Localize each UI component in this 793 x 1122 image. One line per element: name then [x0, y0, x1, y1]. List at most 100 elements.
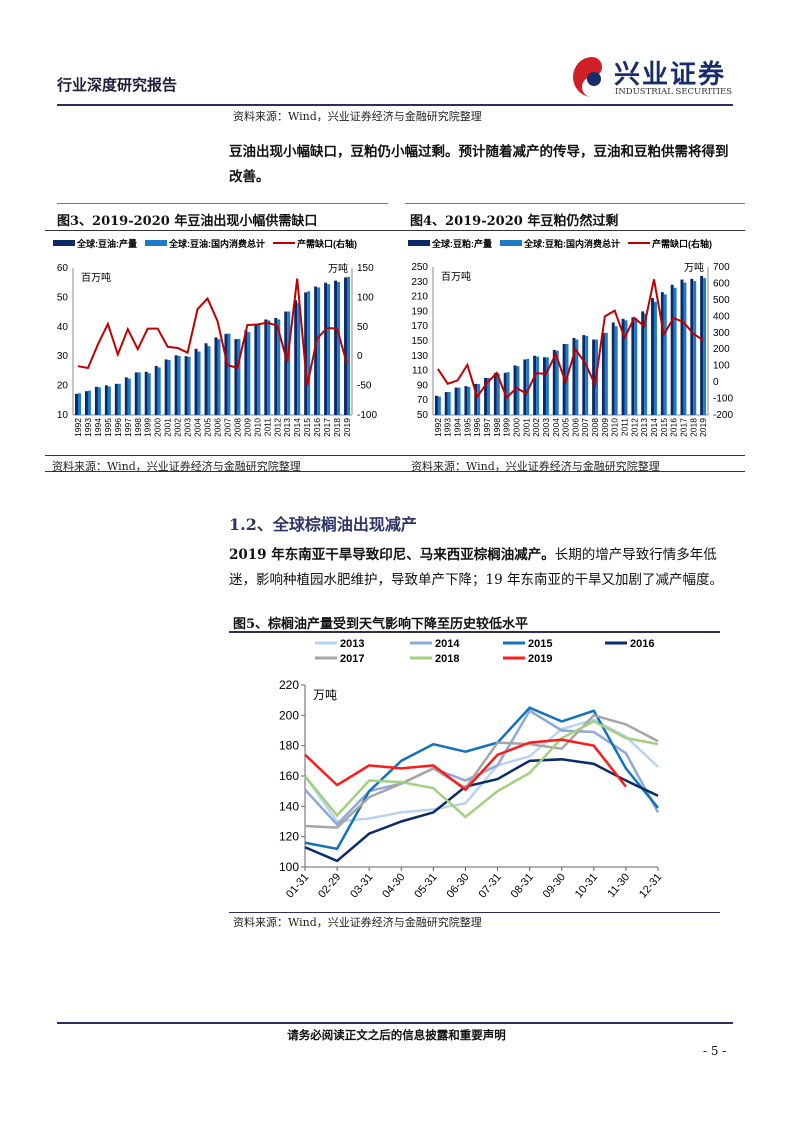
y2-tick-label: 500 [713, 295, 730, 306]
x-tick-label: 1993 [83, 418, 93, 437]
bar [477, 383, 481, 415]
y-tick-label: 70 [417, 395, 429, 406]
x-tick-label: 04-30 [380, 871, 407, 900]
y-tick-label: 130 [411, 351, 428, 362]
x-tick-label: 1996 [113, 418, 123, 437]
bar [337, 282, 341, 415]
paragraph-palm: 2019 年东南亚干旱导致印尼、马来西亚棕榈油减产。长期的增产导致行情多年低迷，… [229, 543, 729, 593]
x-tick-label: 1995 [462, 418, 472, 437]
x-tick-label: 2001 [521, 418, 531, 437]
x-tick-label: 2010 [610, 418, 620, 437]
x-tick-label: 1994 [93, 418, 103, 437]
x-tick-label: 1992 [73, 418, 83, 437]
y-tick-label: 110 [412, 366, 428, 377]
x-tick-label: 2012 [629, 418, 639, 437]
bar [134, 372, 138, 415]
y-tick-label: 30 [57, 351, 69, 362]
bar [347, 276, 351, 415]
bar [663, 294, 667, 415]
x-tick-label: 2016 [312, 418, 322, 437]
bar [523, 359, 527, 415]
legend-label: 2015 [528, 638, 552, 650]
bar [464, 386, 468, 415]
bar [94, 386, 98, 415]
y2-tick-label: 300 [713, 328, 730, 339]
x-tick-label: 2002 [173, 418, 183, 437]
bar [533, 355, 537, 415]
top-source-note: 资料来源：Wind，兴业证券经济与金融研究院整理 [233, 110, 482, 123]
x-tick-label: 2009 [242, 418, 252, 437]
y-tick-label: 230 [411, 277, 428, 288]
bar [601, 332, 605, 415]
x-tick-label: 1994 [453, 418, 463, 437]
x-tick-label: 2018 [332, 418, 342, 437]
fig5-title: 图5、棕榈油产量受到天气影响下降至历史较低水平 [233, 617, 529, 632]
bar [454, 387, 458, 415]
y2-tick-label: 100 [713, 361, 730, 372]
bar [624, 320, 628, 415]
y2-tick-label: -100 [357, 410, 377, 421]
bar [227, 333, 231, 415]
y-tick-label: 20 [57, 381, 69, 392]
bar [137, 372, 141, 415]
x-tick-label: 2012 [272, 418, 282, 437]
y2-tick-label: 700 [713, 262, 730, 273]
bar [107, 386, 111, 415]
x-tick-label: 2001 [163, 418, 173, 437]
bar [314, 286, 318, 415]
y-tick-label: 170 [411, 321, 428, 332]
legend-swatch [628, 242, 650, 244]
y2-tick-label: -50 [357, 381, 372, 392]
x-tick-label: 2013 [282, 418, 292, 437]
series-line-2016 [304, 758, 659, 863]
bar [334, 280, 338, 415]
x-tick-label: 03-31 [348, 871, 375, 900]
palm-oil-chart: 100 120 140 160 180 200 220 万吨 01-31 02-29 03-31 04… [279, 638, 664, 900]
y2-tick-label: 200 [713, 344, 730, 355]
x-tick-label: 1996 [472, 418, 482, 437]
bar [526, 358, 530, 415]
bar [604, 332, 608, 415]
y2-tick-label: -100 [713, 394, 733, 405]
bar [683, 282, 687, 415]
bar [114, 383, 118, 415]
legend-label: 2018 [435, 653, 459, 665]
y2-tick-label: 400 [713, 311, 730, 322]
series-line-2019 [304, 738, 627, 792]
y-axis-unit: 百万吨 [81, 271, 111, 284]
legend-label: 产需缺口(右轴) [652, 238, 712, 249]
bar [147, 373, 151, 415]
bar [484, 378, 488, 415]
y-tick-label: 250 [411, 262, 428, 273]
x-tick-label: 02-29 [316, 871, 343, 900]
legend-swatch [145, 240, 167, 246]
y-tick-label: 50 [57, 292, 69, 303]
x-tick-label: 2006 [212, 418, 222, 437]
bar [254, 323, 258, 415]
x-tick-label: 08-31 [509, 871, 536, 900]
fig-source-bottom-rule [45, 471, 745, 472]
x-tick-label: 06-30 [444, 871, 471, 900]
bar [545, 357, 549, 415]
bar [555, 350, 559, 415]
fig5-source-rule [229, 912, 720, 913]
legend-swatch [53, 240, 75, 246]
paragraph-soy: 豆油出现小幅缺口，豆粕仍小幅过剩。预计随着减产的传导，豆油和豆粕供需将得到改善。 [229, 144, 729, 185]
bar [174, 355, 178, 415]
y2-tick-label: -200 [713, 410, 733, 421]
x-tick-label: 2004 [551, 418, 561, 437]
x-tick-label: 2007 [222, 418, 232, 437]
bar [611, 322, 615, 415]
y-axis-unit: 百万吨 [441, 270, 471, 283]
header-rule [57, 104, 733, 106]
y2-tick-label: 100 [357, 292, 374, 303]
x-tick-label: 2008 [232, 418, 242, 437]
bar [207, 346, 211, 415]
y-tick-label: 210 [411, 292, 428, 303]
bar [257, 323, 261, 415]
x-tick-label: 2005 [203, 418, 213, 437]
x-tick-label: 2008 [590, 418, 600, 437]
bar [447, 392, 451, 415]
